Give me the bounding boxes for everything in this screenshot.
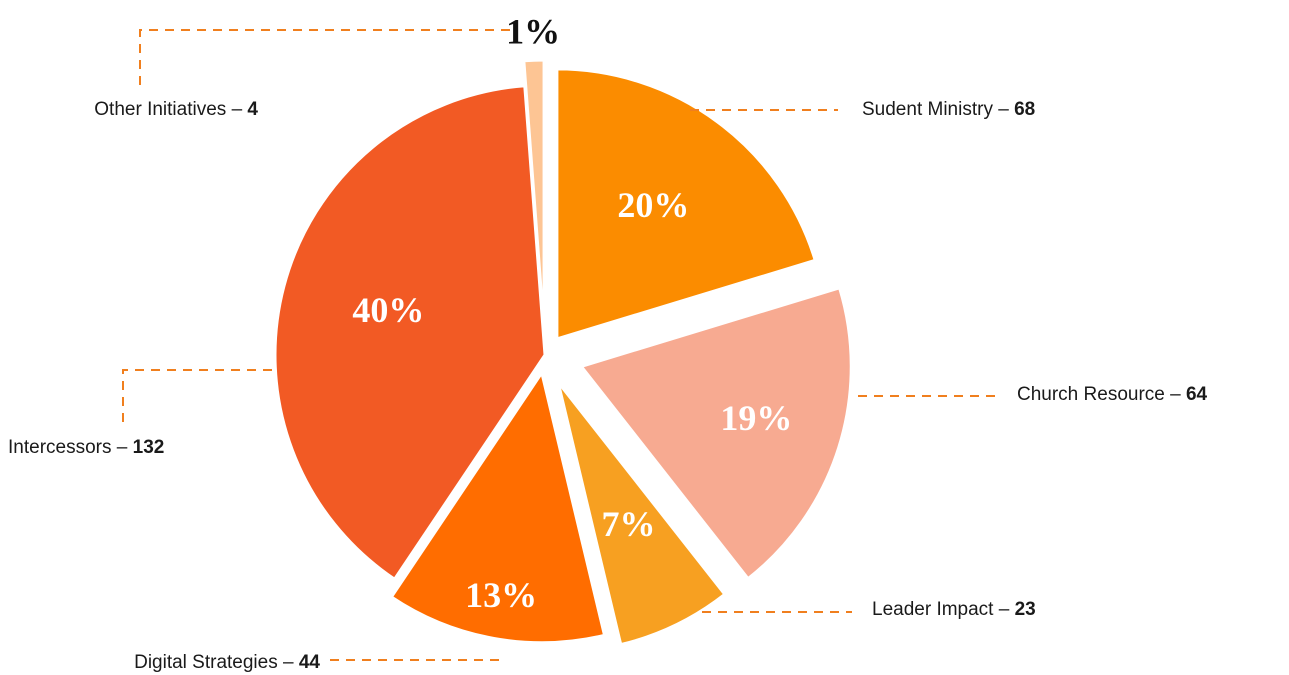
value-label: 44	[299, 652, 321, 673]
category-name: Intercessors	[8, 437, 111, 458]
pie-slice	[555, 67, 818, 341]
leader-line	[139, 29, 515, 85]
slice-label: Church Resource – 64	[1017, 384, 1208, 405]
value-label: 64	[1186, 384, 1208, 405]
separator: –	[117, 437, 128, 458]
percent-label: 19%	[720, 398, 792, 438]
category-name: Sudent Ministry	[862, 99, 993, 120]
pie-slice	[522, 58, 546, 331]
slice-label: Leader Impact – 23	[872, 599, 1036, 620]
separator: –	[283, 652, 294, 673]
slice-label: Intercessors – 132	[8, 437, 164, 458]
category-name: Church Resource	[1017, 384, 1165, 405]
category-name: Leader Impact	[872, 599, 994, 620]
value-label: 23	[1015, 599, 1036, 620]
separator: –	[998, 99, 1009, 120]
separator: –	[999, 599, 1010, 620]
pie-slice	[578, 285, 853, 581]
percent-label: 1%	[506, 11, 560, 51]
value-label: 68	[1014, 99, 1035, 120]
category-name: Other Initiatives	[94, 99, 226, 120]
percent-label: 13%	[465, 575, 537, 615]
slice-label: Sudent Ministry – 68	[862, 99, 1035, 120]
category-name: Digital Strategies	[134, 652, 278, 673]
value-label: 132	[133, 437, 165, 458]
leader-line	[122, 369, 272, 428]
separator: –	[232, 99, 243, 120]
percent-label: 20%	[617, 185, 689, 225]
pie-slice	[389, 369, 607, 645]
separator: –	[1170, 384, 1181, 405]
slice-label: Other Initiatives – 4	[94, 99, 258, 120]
percent-label: 7%	[602, 504, 656, 544]
pie-slice	[556, 381, 727, 647]
pie-slice	[273, 84, 547, 582]
slice-label: Digital Strategies – 44	[134, 652, 320, 673]
value-label: 4	[247, 99, 258, 120]
percent-label: 40%	[352, 290, 424, 330]
